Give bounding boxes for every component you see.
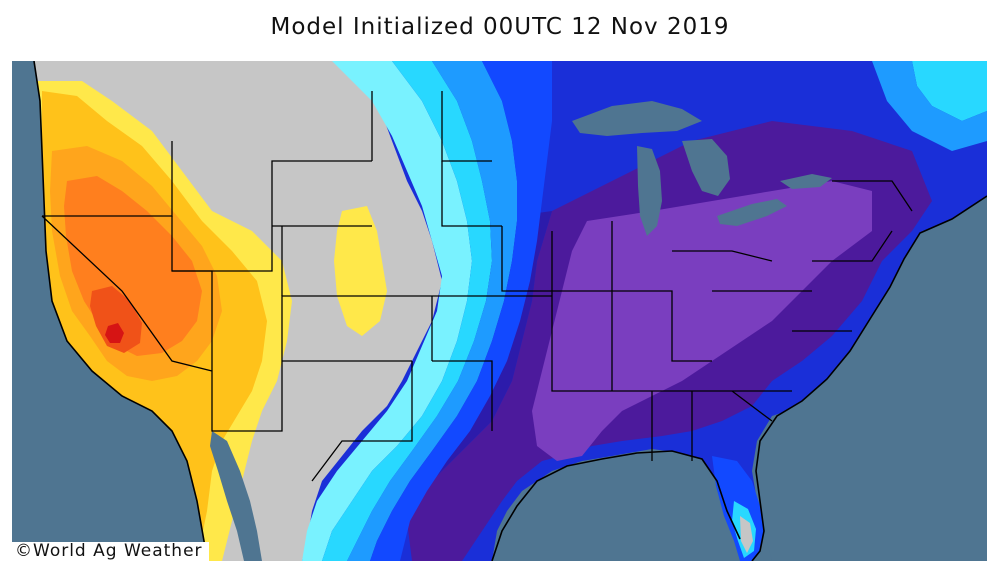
coastline	[33, 61, 208, 561]
gulf-of-california	[210, 431, 262, 561]
temperature-map	[12, 61, 987, 561]
lake-erie	[717, 199, 787, 226]
pacific-ocean	[12, 61, 207, 561]
canada-sky-blue	[872, 61, 987, 151]
florida-gray	[740, 516, 753, 553]
canada-cyan	[912, 61, 987, 121]
sky-blue-band	[347, 61, 517, 561]
red-orange-west	[90, 286, 142, 353]
atlantic-ocean	[756, 196, 987, 561]
red-spot	[105, 323, 124, 343]
coastline-gulf	[491, 450, 741, 561]
lake-huron	[682, 139, 730, 196]
light-cyan-band	[302, 61, 472, 561]
copyright-credit: ©World Ag Weather	[12, 542, 209, 561]
light-yellow-colorado	[334, 206, 387, 336]
map-panel	[12, 61, 987, 561]
state-borders	[41, 91, 913, 482]
map-title: Model Initialized 00UTC 12 Nov 2019	[270, 14, 730, 40]
gulf-of-mexico	[492, 451, 747, 561]
lake-ontario	[780, 174, 832, 189]
lake-michigan	[637, 146, 662, 236]
coastline-east	[751, 195, 987, 561]
lake-superior	[572, 101, 702, 136]
blue-band	[370, 61, 552, 561]
